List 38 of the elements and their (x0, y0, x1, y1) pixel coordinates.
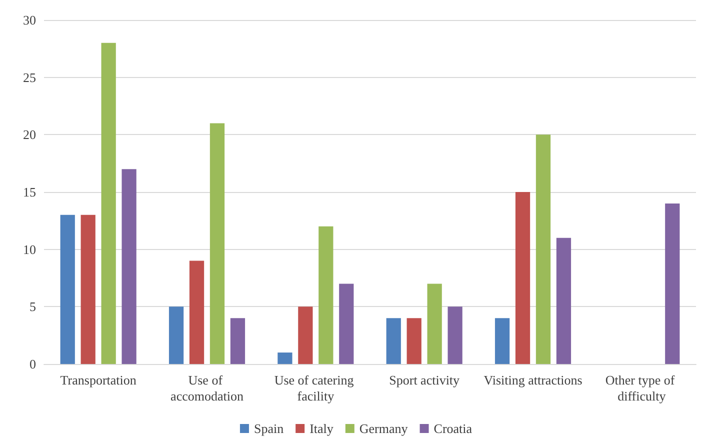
legend-label: Spain (254, 421, 284, 436)
legend-label: Croatia (434, 421, 472, 436)
bar (494, 318, 510, 364)
bar (122, 169, 136, 364)
legend-label: Germany (359, 421, 408, 436)
bar (386, 318, 401, 364)
bar (515, 192, 530, 364)
y-tick-label: 0 (30, 356, 36, 372)
bar (101, 42, 116, 364)
x-tick-label: Use of catering facility (274, 372, 358, 404)
bar (278, 352, 292, 364)
y-tick-label: 25 (23, 70, 36, 85)
bar (60, 214, 75, 364)
bar (427, 284, 442, 364)
bar (406, 318, 422, 364)
bar (230, 318, 246, 364)
y-tick-label: 10 (23, 242, 36, 257)
x-tick-label: Use of accomodation (170, 372, 244, 404)
y-tick-label: 5 (30, 299, 36, 314)
bar (168, 306, 184, 364)
x-tick-label: Other type of difficulty (605, 372, 678, 404)
bar (298, 306, 313, 364)
x-tick-label: Visiting attractions (484, 372, 582, 388)
bar (339, 284, 354, 364)
bar (556, 238, 572, 364)
bar (448, 306, 462, 364)
bar (210, 123, 225, 364)
bar (318, 226, 334, 364)
y-tick-label: 20 (23, 127, 36, 142)
bar (665, 203, 680, 364)
bar (80, 214, 96, 364)
bar (189, 260, 204, 364)
legend-label: Italy (310, 421, 334, 436)
x-tick-label: Transportation (60, 372, 137, 388)
x-tick-label: Sport activity (389, 372, 460, 388)
bar (536, 134, 551, 364)
y-tick-label: 30 (23, 12, 36, 28)
y-tick-label: 15 (23, 184, 36, 200)
